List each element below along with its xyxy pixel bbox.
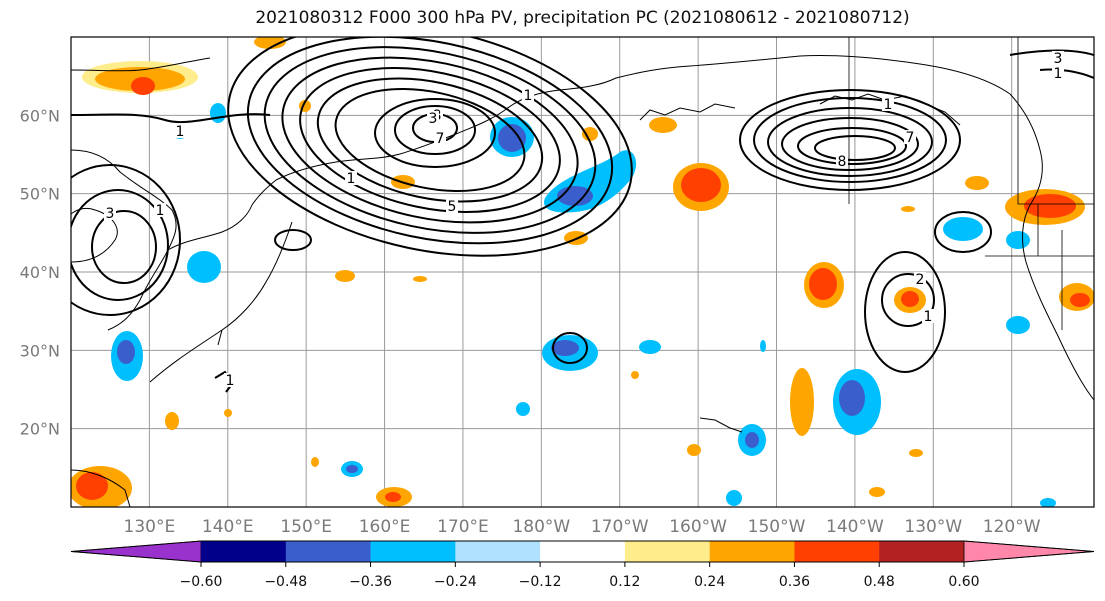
lon-tick-label: 130°W (904, 517, 962, 537)
contour-label: 3 (106, 206, 115, 222)
plot-title: 2021080312 F000 300 hPa PV, precipitatio… (255, 8, 910, 28)
contour-label-bg (1052, 66, 1064, 80)
lon-tick-label: 180°W (512, 517, 570, 537)
contour-label-bg (922, 309, 934, 323)
lon-tick-label: 150°E (280, 517, 332, 537)
colorbar-tick-label: −0.12 (519, 574, 562, 590)
contour-label-bg (104, 206, 116, 220)
contour-label: 2 (916, 272, 925, 288)
contour-label: 1 (524, 88, 533, 104)
contour-label: 3 (1054, 51, 1063, 67)
colorbar-segment (285, 541, 372, 562)
colorbar-tick-label: 0.36 (779, 574, 810, 590)
colorbar-segment (624, 541, 711, 562)
contour-label: 7 (436, 131, 445, 147)
lat-tick-label: 20°N (20, 420, 60, 439)
colorbar-tick-label: 0.24 (694, 574, 725, 590)
axis-labels: 60°N 50°N 40°N 30°N 20°N 130°E 140°E 150°E 160°E… (20, 106, 1041, 537)
contour-label: 8 (838, 154, 847, 170)
colorbar-tick-label: −0.36 (349, 574, 392, 590)
colorbar-extend-high (963, 540, 1095, 563)
colorbar-segment (879, 541, 965, 562)
lon-tick-label: 160°W (669, 517, 727, 537)
contour-label-bg (914, 272, 926, 286)
lat-tick-label: 60°N (20, 106, 60, 125)
lat-tick-label: 30°N (20, 341, 60, 360)
lat-tick-label: 40°N (20, 263, 60, 282)
contour-label-bg (154, 203, 166, 217)
contour-label-bg (904, 130, 916, 144)
contour-label: 1 (884, 97, 893, 113)
contour-label: 1 (347, 171, 356, 187)
contour-label: 1 (924, 309, 933, 325)
lon-tick-label: 150°W (748, 517, 806, 537)
colorbar-segment (794, 541, 880, 562)
contour-label: 1 (176, 124, 185, 140)
lon-tick-label: 160°E (359, 517, 411, 537)
colorbar-segment (540, 541, 626, 562)
colorbar-tick-label: 0.12 (609, 574, 640, 590)
contour-label-bg (446, 199, 458, 213)
colorbar-tick-label: 0.60 (948, 574, 979, 590)
contour-label: 1 (156, 203, 165, 219)
precip-positive-shading (71, 37, 1094, 507)
contour-label-bg (522, 88, 534, 102)
contour-label-bg (345, 171, 357, 185)
colorbar: −0.60 −0.48 −0.36 −0.24 −0.12 0.12 0.24 0.36 0.4… (70, 540, 1095, 590)
colorbar-segment (709, 541, 795, 562)
contour-label-bg (434, 131, 446, 145)
lon-tick-label: 130°E (124, 517, 176, 537)
colorbar-tick-label: 0.48 (864, 574, 895, 590)
contour-labels: 83751113871311121 (104, 51, 1064, 389)
colorbar-segment (370, 541, 456, 562)
map-panel: 83751113871311121 (70, 36, 1095, 508)
contour-label: 1 (226, 373, 235, 389)
contour-label: 1 (1054, 66, 1063, 82)
colorbar-extend-low (70, 540, 202, 563)
contour-label-bg (836, 154, 848, 168)
contour-label: 3 (429, 111, 438, 127)
contour-label-bg (1052, 51, 1064, 65)
pv-contours (71, 37, 1094, 393)
contour-label-bg (224, 373, 236, 387)
colorbar-segment (455, 541, 541, 562)
contour-label: 7 (906, 130, 915, 146)
lon-tick-label: 170°E (437, 517, 489, 537)
colorbar-tick-label: −0.48 (264, 574, 307, 590)
colorbar-tick-label: −0.60 (180, 574, 223, 590)
colorbar-tick-label: −0.24 (434, 574, 477, 590)
colorbar-segment (201, 541, 287, 562)
contour-label: 5 (448, 199, 457, 215)
contour-label-bg (882, 97, 894, 111)
lat-tick-label: 50°N (20, 185, 60, 204)
map-frame (70, 36, 1095, 508)
lon-tick-label: 120°W (983, 517, 1041, 537)
lon-tick-label: 140°E (202, 517, 254, 537)
lon-tick-label: 170°W (591, 517, 649, 537)
lon-tick-label: 140°W (826, 517, 884, 537)
contour-label-bg (427, 111, 439, 125)
contour-label-bg (174, 124, 186, 138)
